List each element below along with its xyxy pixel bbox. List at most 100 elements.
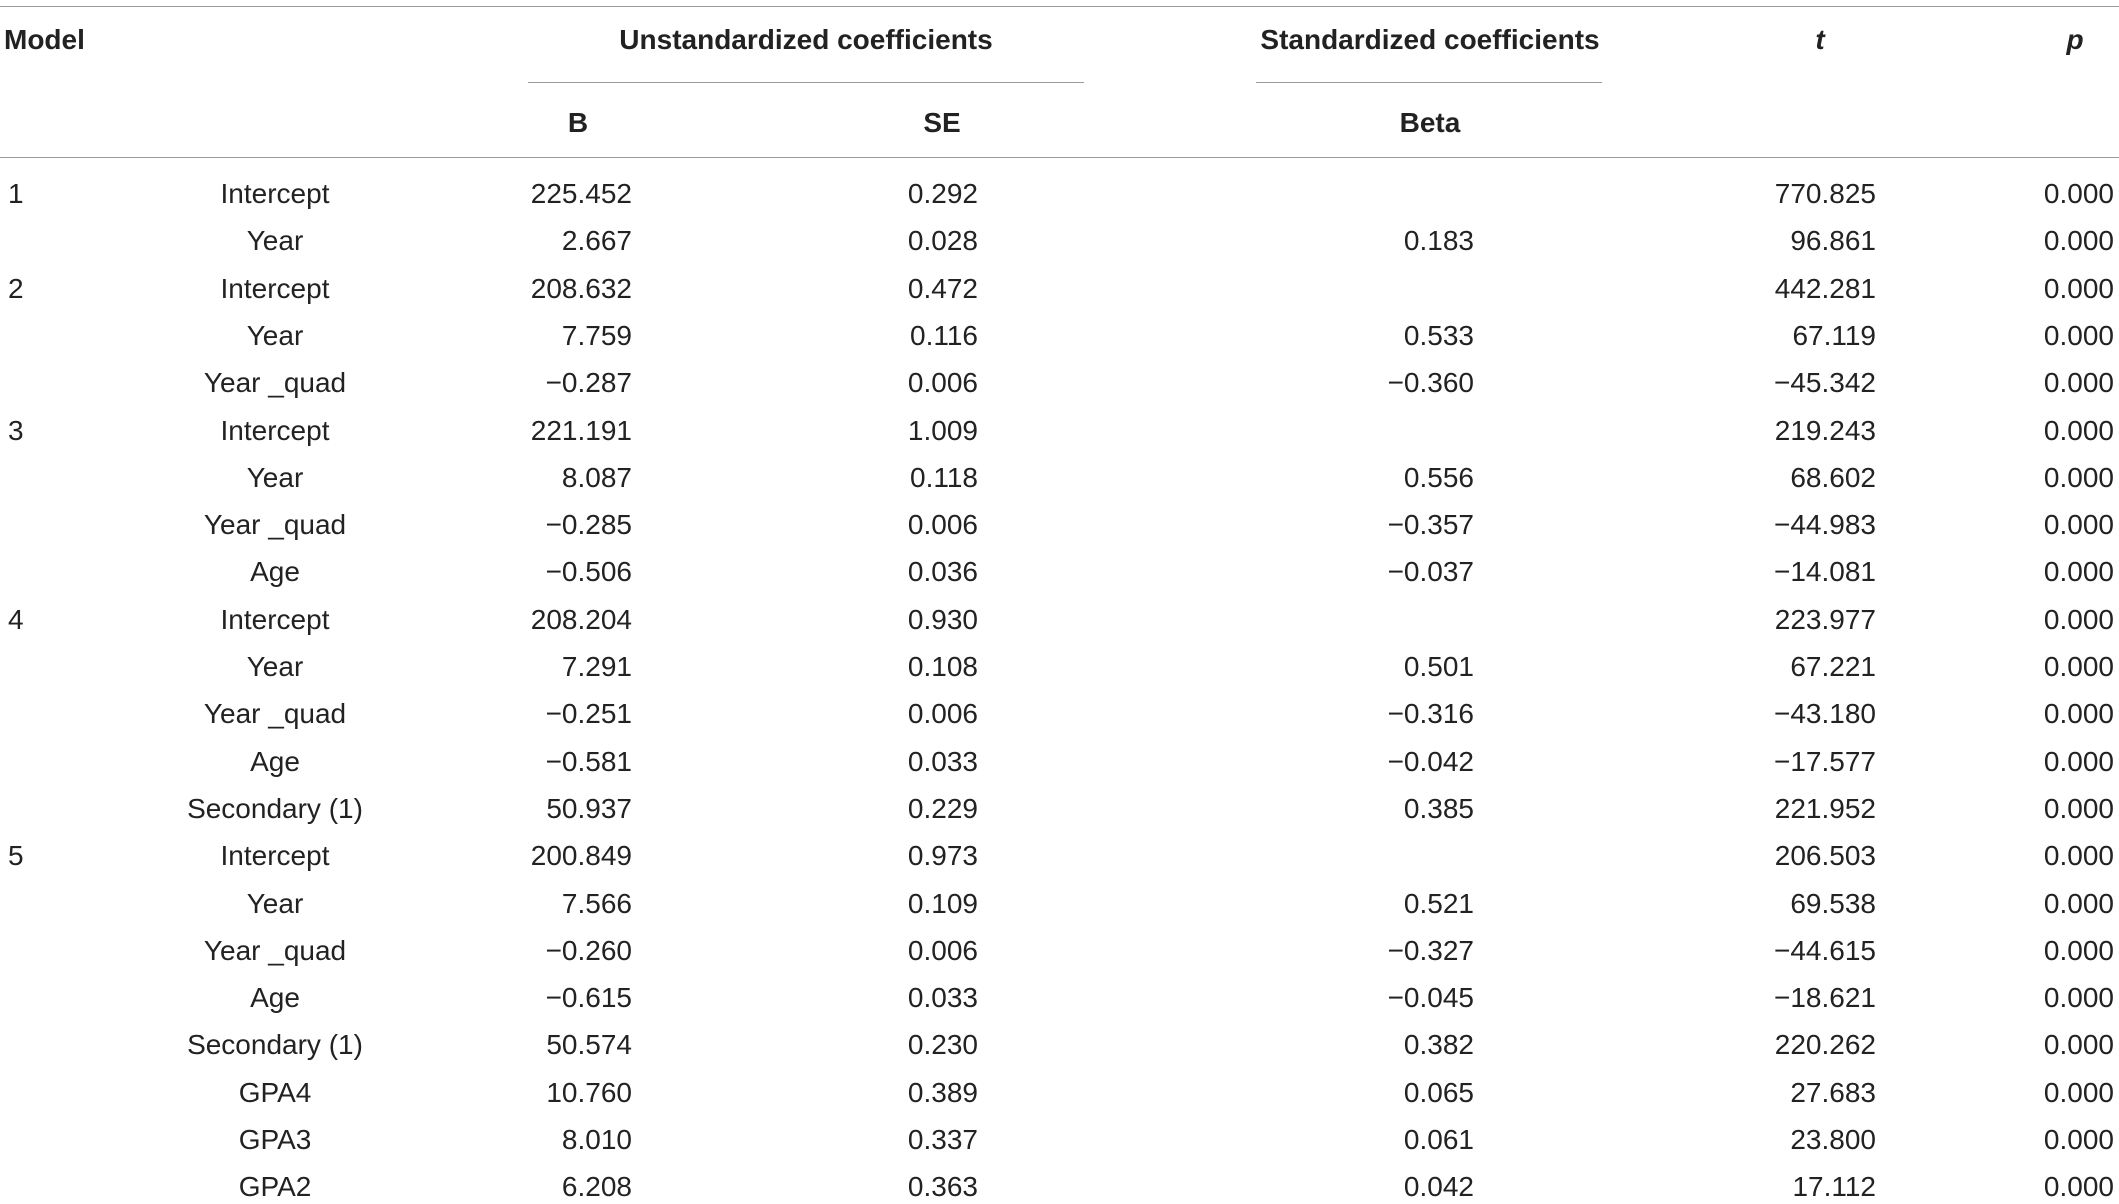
p-cell: 0.000: [2043, 934, 2114, 966]
se-cell: 0.230: [907, 1029, 978, 1061]
beta-cell: 0.042: [1403, 1171, 1474, 1203]
b-cell: 50.937: [546, 792, 632, 824]
variable-cell: Year _quad: [203, 934, 347, 966]
t-cell: 770.825: [1774, 178, 1876, 209]
header-unstandardized: Unstandardized coefficients: [619, 24, 993, 55]
model-cell: 2: [8, 272, 24, 304]
header-p: p: [2066, 24, 2084, 55]
b-cell: −0.285: [545, 509, 632, 541]
b-cell: 7.566: [561, 887, 632, 919]
variable-cell: Year: [246, 887, 304, 919]
variable-cell: Year: [246, 225, 304, 257]
b-cell: 2.667: [561, 225, 632, 257]
p-cell: 0.000: [2043, 461, 2114, 493]
variable-cell: Year: [246, 461, 304, 493]
p-cell: 0.000: [2043, 1171, 2114, 1203]
b-cell: −0.260: [545, 934, 632, 966]
p-cell: 0.000: [2043, 367, 2114, 399]
variable-cell: Year _quad: [203, 367, 347, 399]
beta-cell: −0.360: [1387, 367, 1474, 399]
b-cell: −0.287: [545, 367, 632, 399]
header-beta: Beta: [1399, 107, 1461, 138]
t-cell: 206.503: [1774, 840, 1876, 872]
variable-cell: Year: [246, 319, 304, 351]
b-cell: 8.087: [561, 461, 632, 493]
p-cell: 0.000: [2043, 225, 2114, 257]
se-cell: 0.006: [907, 934, 978, 966]
variable-cell: Intercept: [220, 178, 330, 209]
variable-cell: Year _quad: [203, 698, 347, 730]
p-cell: 0.000: [2043, 178, 2114, 209]
beta-cell: 0.533: [1403, 319, 1474, 351]
p-cell: 0.000: [2043, 651, 2114, 682]
t-cell: 223.977: [1774, 603, 1876, 635]
t-cell: 442.281: [1774, 272, 1876, 304]
model-cell: 5: [8, 840, 24, 872]
t-cell: −18.621: [1774, 982, 1876, 1014]
se-cell: 0.108: [907, 651, 978, 682]
b-cell: 8.010: [561, 1124, 632, 1155]
b-cell: 10.760: [546, 1076, 632, 1108]
p-cell: 0.000: [2043, 698, 2114, 730]
b-cell: −0.506: [545, 556, 632, 588]
t-cell: −44.983: [1774, 509, 1876, 541]
variable-cell: GPA3: [238, 1124, 312, 1155]
b-cell: −0.251: [545, 698, 632, 730]
t-cell: −45.342: [1774, 367, 1876, 399]
header-rule: [0, 157, 2119, 158]
model-cell: 3: [8, 414, 24, 446]
beta-cell: 0.382: [1403, 1029, 1474, 1061]
standardized-span-rule: [1256, 82, 1602, 83]
variable-cell: GPA4: [238, 1076, 312, 1108]
b-cell: 200.849: [530, 840, 632, 872]
se-cell: 0.033: [907, 982, 978, 1014]
beta-cell: 0.061: [1403, 1124, 1474, 1155]
top-rule: [0, 6, 2119, 7]
unstandardized-span-rule: [528, 82, 1084, 83]
beta-cell: 0.065: [1403, 1076, 1474, 1108]
se-cell: 0.006: [907, 367, 978, 399]
t-cell: −43.180: [1774, 698, 1876, 730]
p-cell: 0.000: [2043, 272, 2114, 304]
t-cell: 221.952: [1774, 792, 1876, 824]
p-cell: 0.000: [2043, 792, 2114, 824]
se-cell: 0.118: [910, 461, 978, 493]
se-cell: 0.389: [907, 1076, 978, 1108]
t-cell: −14.081: [1774, 556, 1876, 588]
t-cell: 67.119: [1792, 319, 1876, 351]
variable-cell: Year _quad: [203, 509, 347, 541]
b-cell: −0.615: [545, 982, 632, 1014]
p-cell: 0.000: [2043, 1076, 2114, 1108]
variable-cell: GPA2: [238, 1171, 312, 1203]
variable-cell: Intercept: [220, 272, 330, 304]
p-cell: 0.000: [2043, 840, 2114, 872]
b-cell: 208.632: [530, 272, 632, 304]
se-cell: 0.006: [907, 698, 978, 730]
variable-cell: Intercept: [220, 603, 330, 635]
t-cell: 96.861: [1790, 225, 1876, 257]
t-cell: 23.800: [1790, 1124, 1876, 1155]
se-cell: 0.363: [907, 1171, 978, 1203]
se-cell: 0.930: [907, 603, 978, 635]
beta-cell: 0.385: [1403, 792, 1474, 824]
beta-cell: 0.501: [1403, 651, 1474, 682]
se-cell: 0.116: [910, 319, 978, 351]
variable-cell: Secondary (1): [187, 792, 363, 824]
se-cell: 0.337: [907, 1124, 978, 1155]
header-model: Model: [4, 24, 85, 55]
b-cell: 7.291: [561, 651, 632, 682]
t-cell: 27.683: [1790, 1076, 1876, 1108]
model-cell: 1: [8, 178, 24, 209]
beta-cell: 0.556: [1403, 461, 1474, 493]
p-cell: 0.000: [2043, 1124, 2114, 1155]
b-cell: 208.204: [530, 603, 632, 635]
t-cell: 220.262: [1774, 1029, 1876, 1061]
beta-cell: −0.316: [1387, 698, 1474, 730]
model-cell: 4: [8, 603, 24, 635]
variable-cell: Age: [250, 745, 300, 777]
variable-cell: Age: [250, 982, 300, 1014]
p-cell: 0.000: [2043, 745, 2114, 777]
b-cell: 7.759: [561, 319, 632, 351]
se-cell: 0.292: [907, 178, 978, 209]
se-cell: 0.109: [907, 887, 978, 919]
